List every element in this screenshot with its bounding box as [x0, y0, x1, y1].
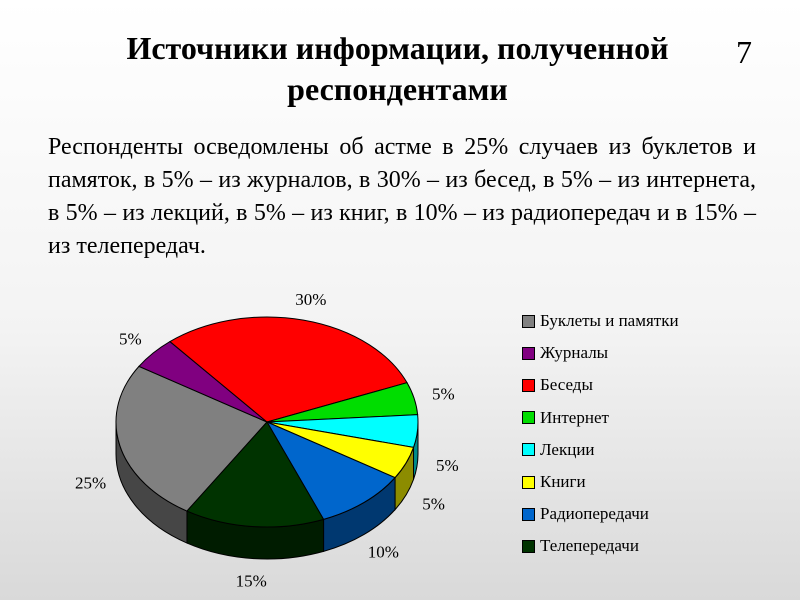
legend-label: Беседы: [540, 375, 593, 395]
legend-label: Журналы: [540, 343, 609, 363]
legend-swatch: [522, 314, 535, 328]
legend-item: Интернет: [522, 402, 782, 434]
legend-swatch: [522, 346, 535, 360]
pie-slice-7: [186, 421, 325, 528]
legend-item: Книги: [522, 466, 782, 498]
pie-label-5: 5%: [422, 495, 445, 514]
pie-labels: 25% 5% 30% 5% 5% 5% 10% 15%: [75, 290, 459, 591]
slide-number: 7: [736, 34, 752, 70]
legend-label: Телепередачи: [540, 536, 639, 556]
pie-slice-0: [115, 365, 268, 512]
pie-slice-6: [265, 420, 396, 520]
legend-item: Журналы: [522, 337, 782, 369]
legend-swatch: [522, 539, 535, 553]
legend-label: Лекции: [540, 439, 595, 459]
chart-legend: Буклеты и памятки Журналы Беседы Интернет Ле…: [522, 305, 782, 563]
slide-title: Источники информации, полученной респонд…: [126, 30, 669, 107]
legend-item: Телепередачи: [522, 530, 782, 562]
legend-swatch: [522, 443, 535, 457]
legend-swatch: [522, 378, 535, 392]
pie-label-6: 10%: [368, 542, 399, 561]
legend-swatch: [522, 411, 535, 425]
legend-swatch: [522, 507, 535, 521]
pie-slice-2: [169, 316, 408, 423]
legend-label: Интернет: [540, 407, 609, 427]
pie-label-0: 25%: [75, 474, 106, 493]
pie-tops: [115, 316, 419, 528]
body-text: Респонденты осведомлены об астме в 25% с…: [48, 134, 756, 259]
legend-swatch: [522, 475, 535, 489]
legend-item: Радиопередачи: [522, 498, 782, 530]
pie-label-2: 30%: [295, 290, 326, 309]
legend-item: Беседы: [522, 369, 782, 401]
pie-label-7: 15%: [236, 572, 267, 591]
pie-label-3: 5%: [432, 384, 455, 403]
legend-label: Радиопередачи: [540, 504, 649, 524]
legend-label: Буклеты и памятки: [540, 311, 679, 331]
legend-item: Лекции: [522, 434, 782, 466]
pie-label-4: 5%: [436, 456, 459, 475]
legend-label: Книги: [540, 472, 586, 492]
legend-item: Буклеты и памятки: [522, 305, 782, 337]
pie-label-1: 5%: [119, 330, 142, 349]
